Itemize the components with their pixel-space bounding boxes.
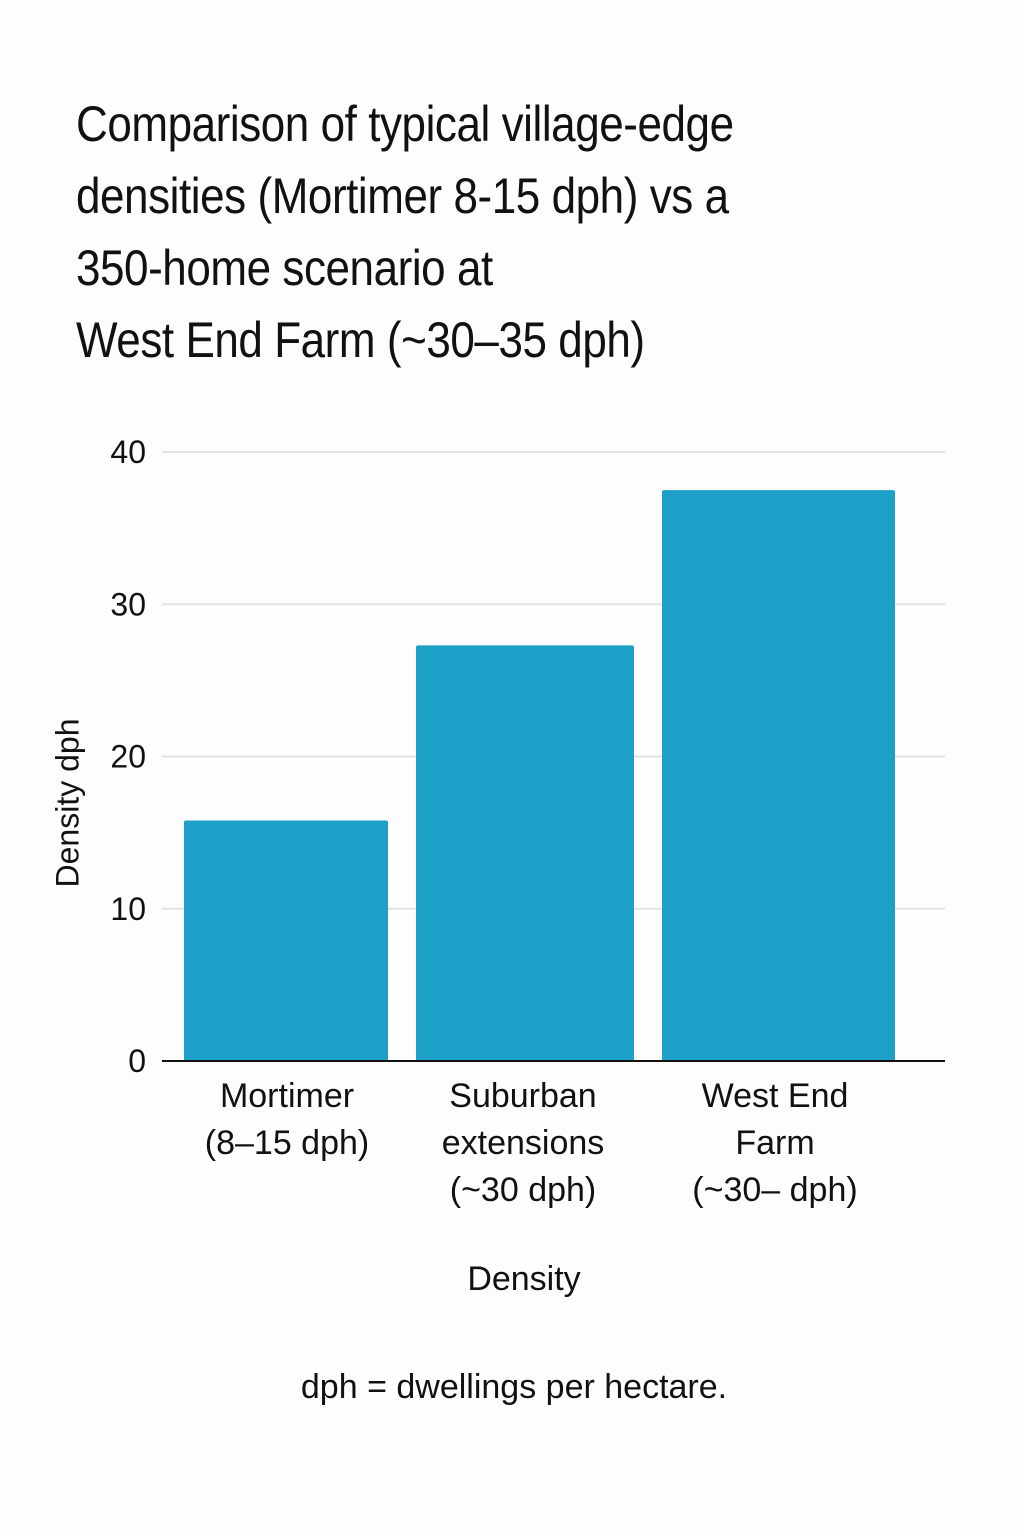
x-axis-label: Density — [467, 1260, 581, 1298]
y-tick-label: 30 — [110, 586, 146, 622]
y-tick-label: 10 — [110, 891, 146, 927]
y-tick-label: 0 — [128, 1043, 146, 1079]
bar-2 — [416, 645, 634, 1061]
chart-title: Comparison of typical village-edge densi… — [76, 96, 734, 368]
y-tick-label: 20 — [110, 739, 146, 775]
y-axis-label: Density dph — [49, 718, 86, 888]
category-label-mortimer: Mortimer (8–15 dph) — [204, 1077, 370, 1162]
bar-1 — [184, 820, 388, 1061]
footnote: dph = dwellings per hectare. — [300, 1368, 728, 1406]
category-label-suburban: Suburban extensions (~30 dph) — [441, 1077, 605, 1209]
y-tick-label: 40 — [110, 434, 146, 470]
category-label-west-end-farm: West End Farm (~30– dph) — [692, 1077, 858, 1209]
bar-3 — [662, 490, 895, 1061]
